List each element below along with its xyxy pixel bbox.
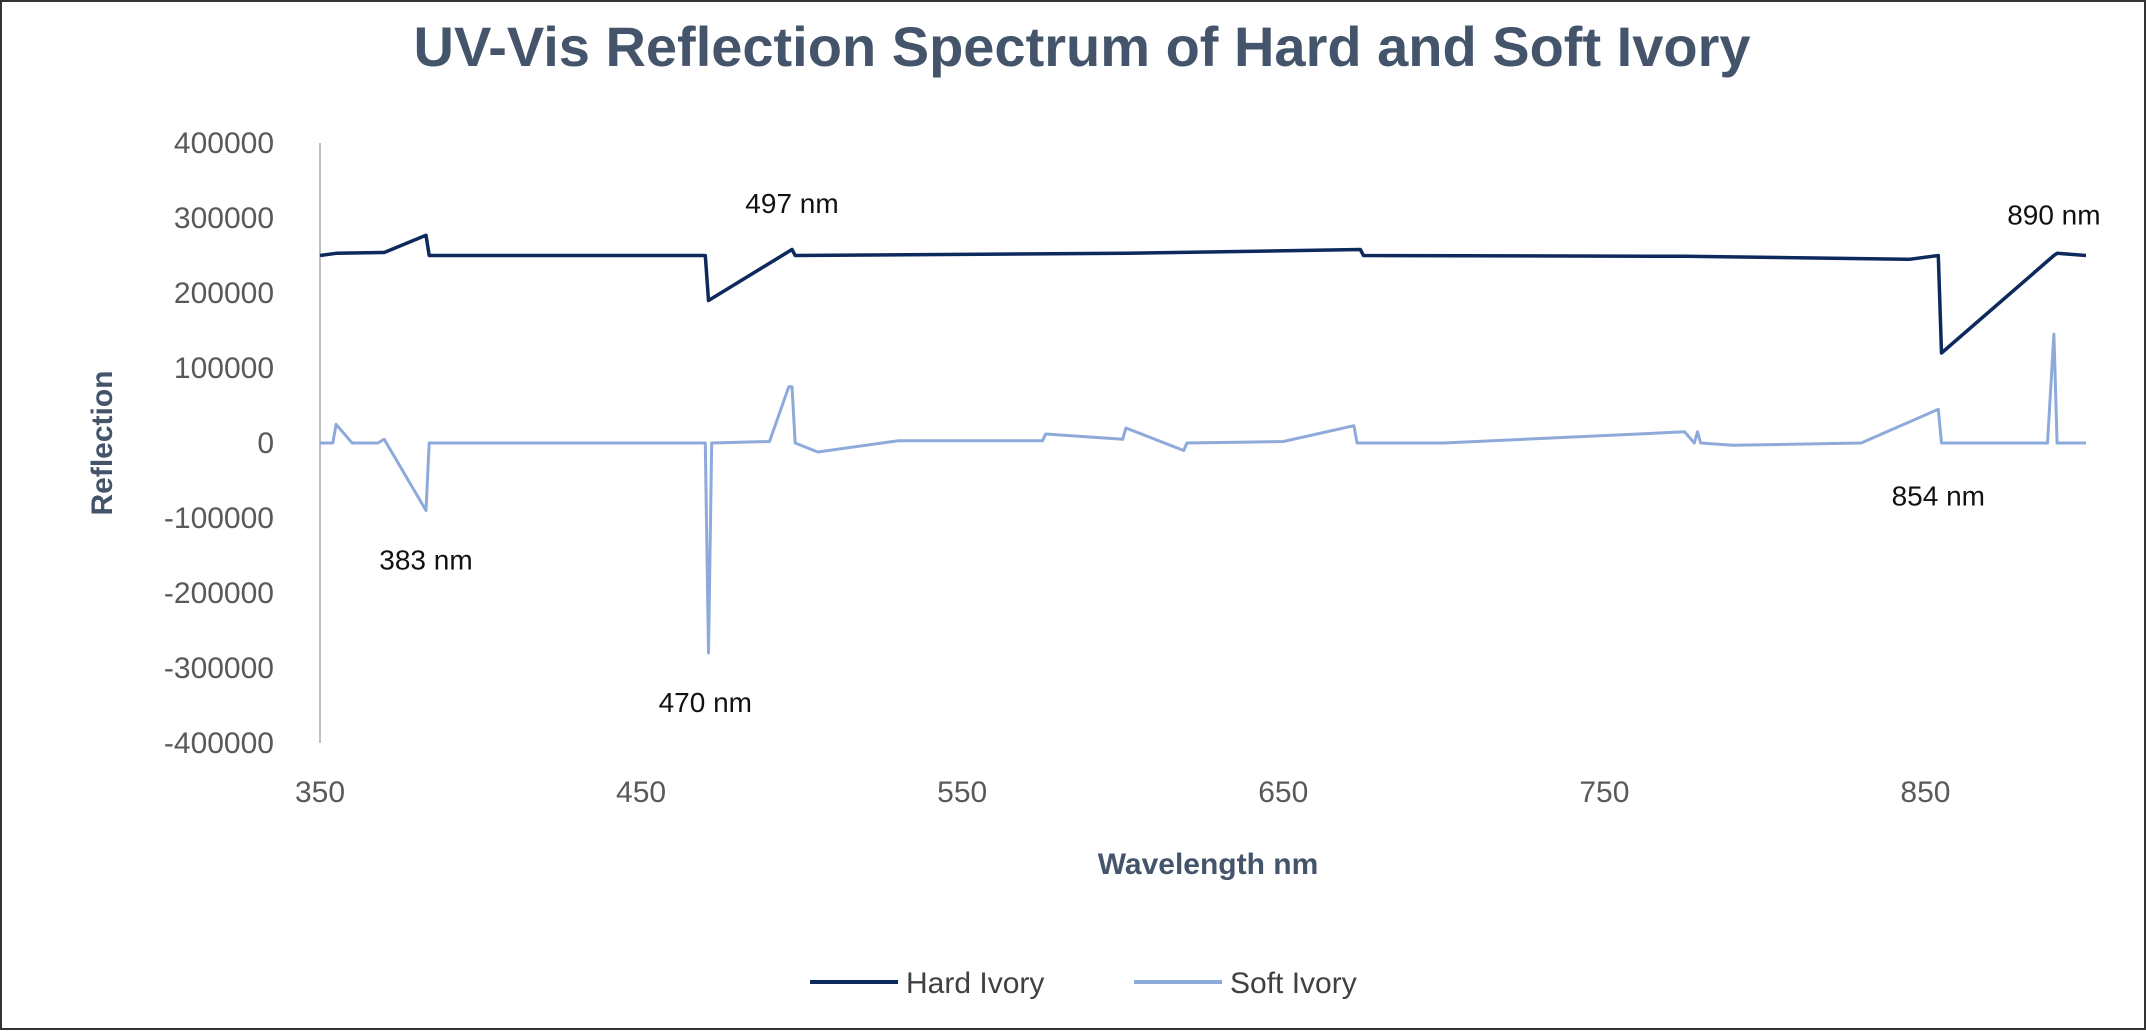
x-tick-label: 650 <box>1258 776 1308 809</box>
x-tick-label: 750 <box>1579 776 1629 809</box>
y-axis-label: Reflection <box>86 370 119 515</box>
x-tick-label: 850 <box>1900 776 1950 809</box>
series-layer <box>319 233 2087 655</box>
x-tick-label: 450 <box>616 776 666 809</box>
y-tick-label: 200000 <box>174 277 274 310</box>
y-tick-label: -400000 <box>164 727 274 760</box>
y-axis-ticks: 400000 300000 200000 100000 0 -100000 -200000 -… <box>164 127 274 760</box>
x-axis-ticks: 350 450 550 650 750 850 <box>295 776 1951 809</box>
peak-annotation: 890 nm <box>2007 199 2100 230</box>
y-tick-label: -200000 <box>164 577 274 610</box>
peak-annotation: 854 nm <box>1892 481 1985 512</box>
peak-annotation: 470 nm <box>659 687 752 718</box>
y-tick-label: -100000 <box>164 502 274 535</box>
y-tick-label: 300000 <box>174 202 274 235</box>
y-tick-label: 0 <box>257 427 274 460</box>
series-line-hard-ivory <box>319 233 2087 355</box>
series-line-soft-ivory <box>320 332 2086 655</box>
legend-label-soft-ivory: Soft Ivory <box>1230 967 1357 1000</box>
chart-title: UV-Vis Reflection Spectrum of Hard and S… <box>414 15 1751 78</box>
x-tick-label: 550 <box>937 776 987 809</box>
x-axis-label: Wavelength nm <box>1098 848 1319 881</box>
peak-annotation: 383 nm <box>379 544 472 575</box>
peak-annotation: 497 nm <box>745 188 838 219</box>
y-tick-label: -300000 <box>164 652 274 685</box>
y-tick-label: 400000 <box>174 127 274 160</box>
x-tick-label: 350 <box>295 776 345 809</box>
legend-label-hard-ivory: Hard Ivory <box>906 967 1044 1000</box>
y-tick-label: 100000 <box>174 352 274 385</box>
annotation-layer: 383 nm 470 nm 497 nm 854 nm 890 nm <box>379 188 2100 718</box>
legend: Hard Ivory Soft Ivory <box>810 967 1357 1000</box>
